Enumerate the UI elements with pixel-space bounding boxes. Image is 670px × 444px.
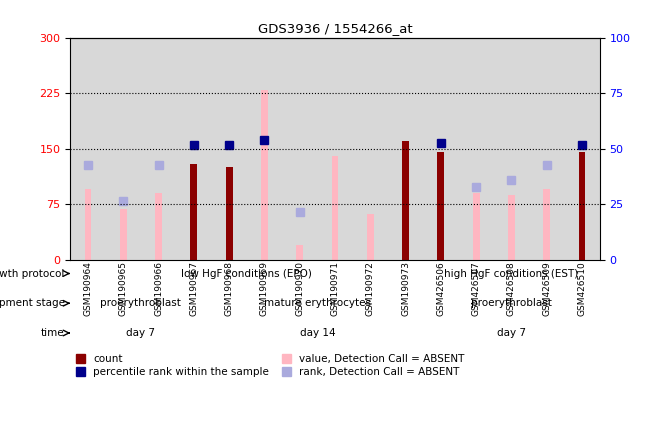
Bar (458, 38, 494, 260)
Bar (438, 152, 444, 260)
Text: proerythroblast: proerythroblast (471, 298, 552, 308)
Bar (473, 193, 480, 260)
Text: low HgF conditions (EPO): low HgF conditions (EPO) (182, 269, 312, 278)
Bar (296, 245, 303, 260)
Text: high HgF conditions (EST): high HgF conditions (EST) (444, 269, 579, 278)
Text: day 14: day 14 (299, 328, 335, 338)
Bar (120, 210, 127, 260)
Bar (261, 90, 268, 260)
Bar (367, 214, 374, 260)
Text: proerythroblast: proerythroblast (100, 298, 182, 308)
Bar (332, 156, 338, 260)
Bar (318, 38, 352, 260)
Bar (84, 190, 91, 260)
Bar (70, 38, 106, 260)
Bar (106, 38, 141, 260)
Bar (423, 38, 458, 260)
Bar (543, 190, 550, 260)
Bar (247, 38, 282, 260)
Bar (212, 38, 247, 260)
Bar (494, 38, 529, 260)
Bar (141, 38, 176, 260)
Text: day 7: day 7 (127, 328, 155, 338)
Bar (282, 38, 318, 260)
Text: time: time (41, 328, 65, 338)
Legend: count, percentile rank within the sample, value, Detection Call = ABSENT, rank, : count, percentile rank within the sample… (76, 354, 465, 377)
Text: development stage: development stage (0, 298, 65, 308)
Bar (190, 163, 197, 260)
Bar (226, 167, 232, 260)
Bar (564, 38, 600, 260)
Title: GDS3936 / 1554266_at: GDS3936 / 1554266_at (258, 22, 412, 35)
Bar (579, 152, 586, 260)
Bar (388, 38, 423, 260)
Text: mature erythrocytes: mature erythrocytes (264, 298, 371, 308)
Bar (529, 38, 564, 260)
Bar (508, 194, 515, 260)
Bar (155, 193, 162, 260)
Text: day 7: day 7 (497, 328, 526, 338)
Bar (176, 38, 212, 260)
Text: growth protocol: growth protocol (0, 269, 65, 278)
Bar (352, 38, 388, 260)
Bar (402, 141, 409, 260)
